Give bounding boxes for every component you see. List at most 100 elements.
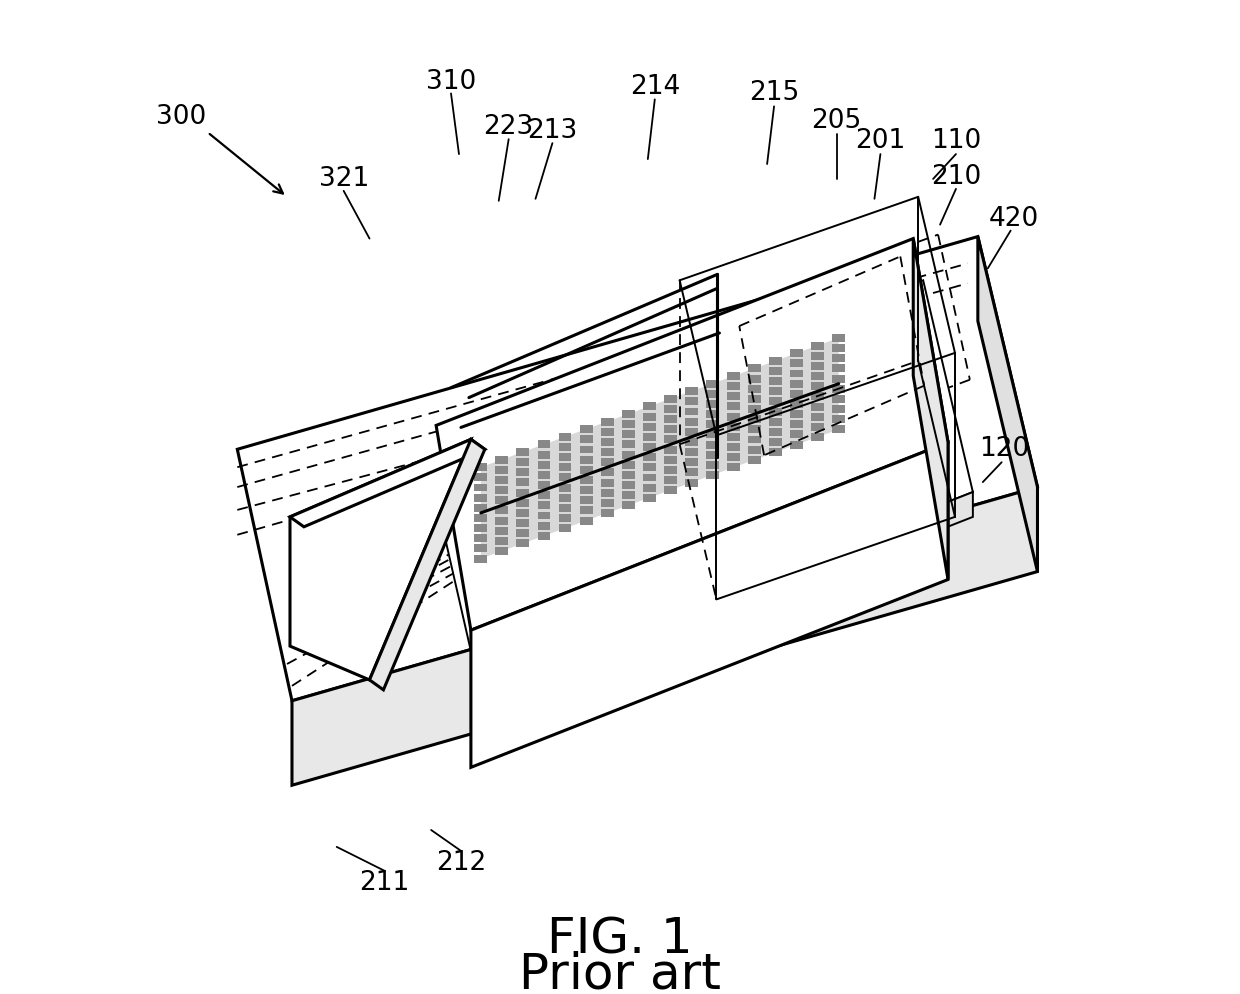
Bar [706,471,719,479]
Bar [600,448,614,456]
Bar [727,422,740,430]
Bar [621,491,635,499]
Bar [790,370,804,378]
Bar [642,453,656,461]
Bar [496,547,508,555]
Bar [600,458,614,466]
Bar [663,415,677,423]
Bar [811,403,825,411]
Text: 211: 211 [360,870,409,896]
Bar [517,529,529,537]
Polygon shape [370,439,485,690]
Bar [684,438,698,446]
Bar [600,417,614,425]
Bar [621,501,635,509]
Bar [706,400,719,408]
Bar [475,473,487,481]
Bar [790,420,804,428]
Bar [727,463,740,471]
Bar [769,417,782,425]
Bar [642,422,656,430]
Bar [684,417,698,425]
Bar [663,445,677,453]
Text: Prior art: Prior art [520,950,720,994]
Bar [727,403,740,411]
Bar [537,522,551,530]
Bar [811,352,825,360]
Bar [579,466,593,474]
Bar [811,362,825,370]
Bar [517,458,529,466]
Polygon shape [291,487,1038,785]
Bar [663,456,677,464]
Bar [579,476,593,484]
Bar [642,484,656,492]
Bar [475,494,487,502]
Bar [769,438,782,446]
Bar [621,481,635,489]
Bar [832,375,846,383]
Bar [832,354,846,362]
Bar [496,455,508,463]
Bar [832,425,846,433]
Bar [706,411,719,418]
Bar [475,524,487,532]
Bar [475,545,487,553]
Bar [790,349,804,357]
Bar [496,506,508,514]
Text: 120: 120 [980,436,1029,462]
Text: 300: 300 [155,104,206,130]
Bar [684,468,698,476]
Bar [684,458,698,466]
Bar [600,427,614,435]
Bar [769,377,782,385]
Bar [811,433,825,441]
Bar [621,410,635,417]
Bar [748,445,761,453]
Text: 310: 310 [425,69,476,94]
Bar [558,432,572,440]
Text: FIG. 1: FIG. 1 [547,915,693,963]
Bar [811,372,825,380]
Bar [579,455,593,463]
Bar [600,509,614,517]
Bar [811,422,825,430]
Bar [684,479,698,487]
Bar [769,388,782,396]
Bar [684,398,698,406]
Bar [706,440,719,448]
Polygon shape [436,239,949,630]
Bar [663,476,677,484]
Bar [642,403,656,411]
Bar [558,463,572,471]
Bar [475,504,487,512]
Bar [790,411,804,418]
Bar [706,390,719,398]
Bar [621,420,635,428]
Bar [517,499,529,507]
Bar [790,390,804,398]
Bar [811,342,825,350]
Bar [769,408,782,415]
Bar [579,496,593,504]
Bar [579,517,593,525]
Bar [642,463,656,471]
Bar [537,450,551,458]
Bar [727,443,740,451]
Text: 205: 205 [811,108,862,134]
Text: 223: 223 [484,114,533,140]
Bar [517,509,529,517]
Bar [558,504,572,512]
Bar [517,540,529,548]
Bar [475,483,487,491]
Bar [558,514,572,522]
Bar [517,468,529,476]
Text: 201: 201 [856,128,905,154]
Polygon shape [479,492,973,711]
Bar [748,405,761,413]
Bar [475,535,487,543]
Bar [727,393,740,401]
Bar [642,443,656,451]
Bar [748,456,761,464]
Text: 212: 212 [435,850,486,876]
